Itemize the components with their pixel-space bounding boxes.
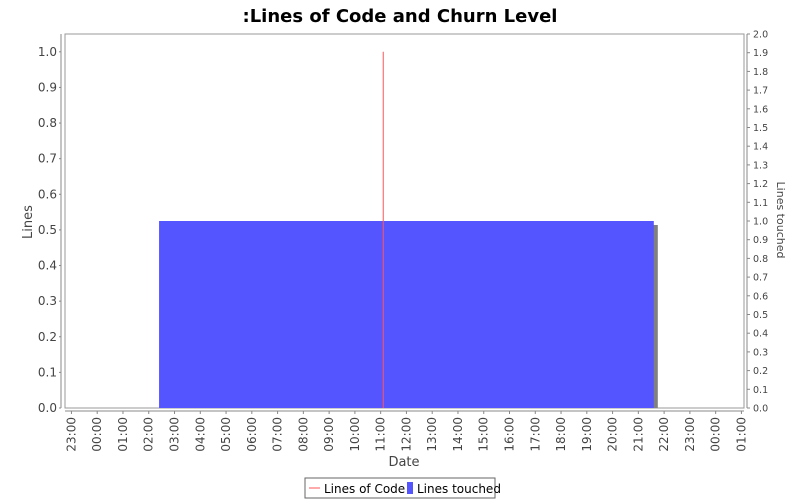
left-tick-label: 1.0 <box>38 45 57 59</box>
x-tick-label: 15:00 <box>477 417 491 452</box>
x-tick-label: 12:00 <box>399 417 413 452</box>
x-tick-label: 08:00 <box>296 417 310 452</box>
x-tick-label: 11:00 <box>374 417 388 452</box>
x-tick-label: 00:00 <box>709 417 723 452</box>
right-tick-label: 1.4 <box>753 142 768 153</box>
legend-label: Lines of Code <box>324 482 405 496</box>
right-tick-label: 0.4 <box>753 329 768 340</box>
right-tick-label: 1.1 <box>753 198 768 209</box>
right-tick-label: 1.8 <box>753 67 768 78</box>
right-tick-label: 2.0 <box>753 30 768 41</box>
right-tick-label: 0.8 <box>753 254 768 265</box>
x-tick-label: 10:00 <box>348 417 362 452</box>
legend-box <box>304 477 496 499</box>
right-tick-label: 1.6 <box>753 104 768 115</box>
right-tick-label: 0.9 <box>753 235 768 246</box>
right-tick-label: 0.5 <box>753 310 768 321</box>
x-tick-label: 04:00 <box>193 417 207 452</box>
x-tick-label: 01:00 <box>734 417 748 452</box>
left-tick-label: 0.9 <box>38 80 57 94</box>
left-tick-label: 0.3 <box>38 294 57 308</box>
x-tick-label: 20:00 <box>606 417 620 452</box>
left-tick-label: 0.1 <box>38 365 57 379</box>
x-tick-label: 07:00 <box>271 417 285 452</box>
left-tick-label: 0.5 <box>38 223 57 237</box>
x-tick-label: 00:00 <box>90 417 104 452</box>
bar-lines-touched <box>159 221 654 408</box>
x-tick-label: 16:00 <box>503 417 517 452</box>
chart-title: :Lines of Code and Churn Level <box>243 6 558 27</box>
left-tick-label: 0.0 <box>38 401 57 415</box>
left-tick-label: 0.8 <box>38 116 57 130</box>
y-axis-label-left: Lines <box>21 205 36 239</box>
right-tick-label: 0.0 <box>753 404 768 415</box>
x-tick-label: 01:00 <box>116 417 130 452</box>
left-tick-label: 0.2 <box>38 330 57 344</box>
x-tick-label: 17:00 <box>528 417 542 452</box>
x-tick-label: 03:00 <box>168 417 182 452</box>
right-tick-label: 0.6 <box>753 291 768 302</box>
y-axis-label-right: Lines touched <box>774 182 787 259</box>
right-tick-label: 1.3 <box>753 160 768 171</box>
x-tick-label: 14:00 <box>451 417 465 452</box>
x-tick-label: 02:00 <box>142 417 156 452</box>
right-tick-label: 0.2 <box>753 366 768 377</box>
x-axis-label: Date <box>388 455 419 470</box>
x-tick-label: 05:00 <box>219 417 233 452</box>
x-tick-label: 23:00 <box>64 417 78 452</box>
x-tick-label: 06:00 <box>245 417 259 452</box>
right-tick-label: 0.1 <box>753 385 768 396</box>
left-tick-label: 0.6 <box>38 187 57 201</box>
x-tick-label: 18:00 <box>554 417 568 452</box>
right-tick-label: 0.3 <box>753 347 768 358</box>
legend-label: Lines touched <box>417 482 501 496</box>
x-tick-label: 21:00 <box>631 417 645 452</box>
left-tick-label: 0.4 <box>38 259 57 273</box>
x-tick-label: 23:00 <box>683 417 697 452</box>
legend-marker-box <box>407 482 413 494</box>
right-tick-label: 1.9 <box>753 48 768 59</box>
right-tick-label: 1.2 <box>753 179 768 190</box>
right-tick-label: 1.0 <box>753 217 768 228</box>
x-tick-label: 13:00 <box>425 417 439 452</box>
x-tick-label: 19:00 <box>580 417 594 452</box>
right-tick-label: 1.7 <box>753 86 768 97</box>
x-tick-label: 09:00 <box>322 417 336 452</box>
left-tick-label: 0.7 <box>38 152 57 166</box>
right-tick-label: 1.5 <box>753 123 768 134</box>
right-tick-label: 0.7 <box>753 273 768 284</box>
x-tick-label: 22:00 <box>657 417 671 452</box>
